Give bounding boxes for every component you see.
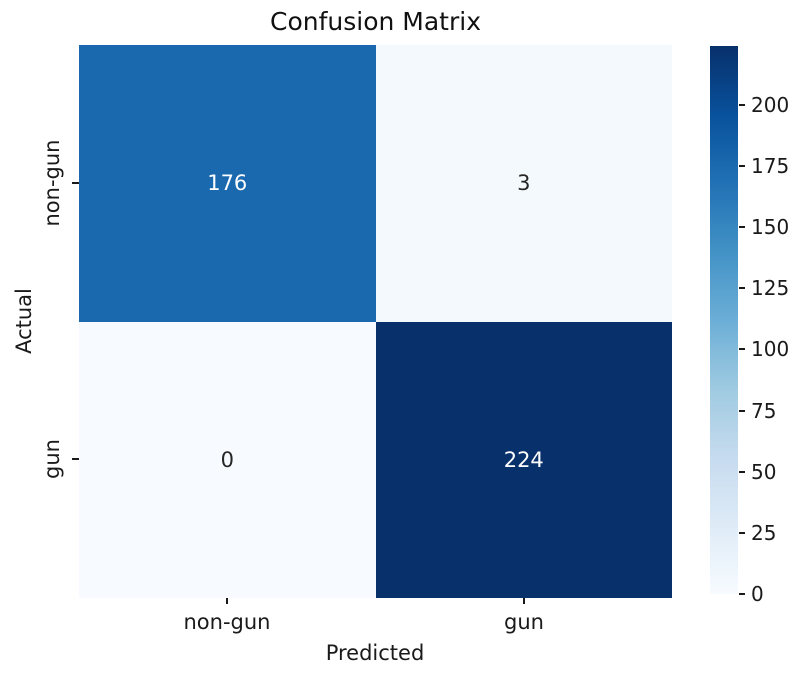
x-tick-label-nongun: non-gun — [183, 610, 271, 634]
x-axis-tick-gun — [523, 598, 525, 604]
colorbar-tick — [739, 593, 745, 595]
colorbar-tick — [739, 103, 745, 106]
colorbar-tick — [739, 470, 745, 473]
x-axis-label: Predicted — [325, 641, 425, 665]
y-axis-tick-gun — [72, 458, 79, 460]
colorbar: 0 25 50 75 100 125 150 175 200 — [710, 46, 807, 606]
colorbar-tick — [739, 164, 745, 167]
colorbar-tick-label: 200 — [751, 92, 790, 117]
colorbar-tick-label: 175 — [751, 153, 790, 178]
heatmap-cell-actual-nongun-pred-nongun: 176 — [79, 45, 376, 322]
colorbar-tick — [739, 287, 745, 290]
heatmap-cell-actual-nongun-pred-gun: 3 — [375, 45, 672, 322]
colorbar-tick-label: 75 — [751, 398, 777, 423]
heatmap-grid: 176 3 0 224 — [79, 45, 672, 598]
heatmap-cell-actual-gun-pred-gun: 224 — [375, 321, 672, 598]
colorbar-tick — [739, 226, 745, 229]
colorbar-tick-label: 0 — [751, 582, 764, 606]
colorbar-tick-label: 100 — [751, 337, 790, 362]
chart-title: Confusion Matrix — [269, 7, 481, 36]
colorbar-tick-label: 125 — [751, 276, 790, 301]
y-axis-label: Actual — [12, 288, 36, 354]
colorbar-tick-label: 25 — [751, 520, 777, 545]
y-tick-label-gun: gun — [40, 439, 64, 479]
y-tick-label-nongun: non-gun — [40, 139, 64, 227]
heatmap-cell-actual-gun-pred-nongun: 0 — [79, 321, 376, 598]
x-tick-label-gun: gun — [504, 610, 544, 634]
colorbar-tick-label: 50 — [751, 459, 777, 484]
colorbar-tick-label: 150 — [751, 215, 790, 240]
colorbar-gradient — [710, 46, 738, 594]
colorbar-tick — [739, 531, 745, 534]
x-axis-tick-nongun — [226, 598, 228, 604]
colorbar-tick — [739, 409, 745, 412]
y-axis-tick-nongun — [72, 182, 79, 184]
colorbar-tick — [739, 348, 745, 351]
